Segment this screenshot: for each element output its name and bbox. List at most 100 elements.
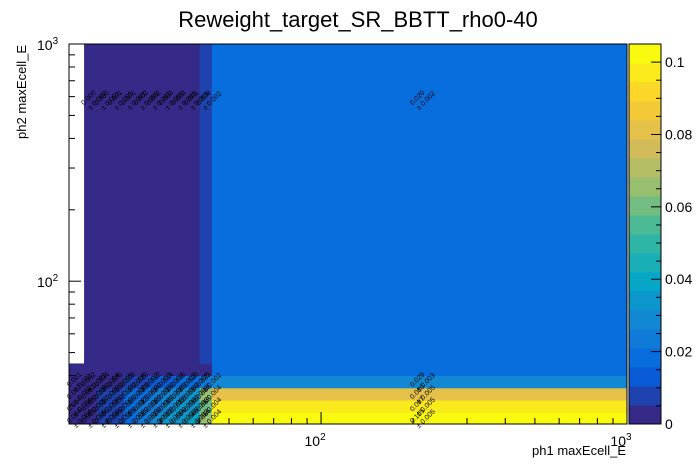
z-tick-label: 0.06 [665,199,692,215]
z-tick-label: 0.02 [665,344,692,360]
color-scale-step [629,234,661,254]
heatmap-cell [84,363,98,376]
heatmap-cell [84,44,98,364]
heatmap-cell [136,44,150,364]
z-tick-label: 0 [665,416,673,432]
heatmap-cell [149,375,163,389]
color-scale-step [629,101,661,121]
heatmap-cell [161,412,175,425]
z-tick-label: 0.04 [665,271,692,287]
heatmap-cell [97,44,111,364]
heatmap-cell [97,375,111,389]
heatmap-cell [174,400,188,413]
heatmap-cell [124,400,138,413]
heatmap-cell [199,387,213,401]
color-scale-bar [628,43,662,425]
chart-title: Reweight_target_SR_BBTT_rho0-40 [178,7,538,32]
color-scale-step [629,120,661,140]
heatmap-cell [187,387,201,401]
x-tick-exponent: 3 [626,432,632,443]
heatmap-cell [110,363,125,376]
color-scale-step [629,44,661,64]
heatmap-cells [69,44,628,425]
color-scale-step [629,348,661,368]
heatmap-cell [124,387,138,401]
heatmap-cell [199,412,213,425]
heatmap-cell [110,400,125,413]
heatmap-cell [124,363,138,376]
z-tick-label: 0.08 [665,126,692,142]
heatmap-cell [174,363,188,376]
color-scale-step [629,367,661,387]
color-scale-step [629,329,661,349]
heatmap-cell [136,363,150,376]
heatmap-cell [174,44,188,364]
heatmap-cell [69,400,85,413]
heatmap-cell [149,400,163,413]
heatmap-cell [161,44,175,364]
heatmap-cell [187,44,201,364]
heatmap-cell [187,375,201,389]
heatmap-cell [211,387,628,401]
heatmap-cell [136,387,150,401]
heatmap-cell [84,400,98,413]
color-scale-step [629,272,661,292]
heatmap-cell [84,375,98,389]
y-tick-exponent: 3 [53,36,59,47]
heatmap-cell [161,375,175,389]
heatmap-cell [199,400,213,413]
x-axis-label: ph1 maxEcell_E [532,443,626,458]
heatmap-cell [174,387,188,401]
z-tick-label: 0.1 [665,54,685,70]
heatmap-cell [69,363,85,376]
color-scale-frame [628,43,662,425]
color-scale-step [629,63,661,83]
color-scale-axis: 0 0.02 0.04 0.06 0.08 0.1 [651,43,692,432]
y-axis: 102 103 [37,36,81,406]
heatmap-cell [187,400,201,413]
heatmap-cell [124,44,138,364]
heatmap-cell [136,375,150,389]
heatmap-cell [110,412,125,425]
color-scale-step [629,310,661,330]
color-scale-step [629,177,661,197]
heatmap-cell [110,44,125,364]
heatmap-cell [211,363,628,376]
heatmap-cell [149,387,163,401]
heatmap-cell [199,44,213,364]
plot-frame [68,43,628,425]
x-tick-exponent: 2 [320,432,326,443]
heatmap-cell [161,363,175,376]
heatmap-cell [124,412,138,425]
heatmap-cell [187,363,201,376]
heatmap-cell [136,412,150,425]
color-scale-step [629,386,661,406]
heatmap-cell [199,363,213,376]
color-scale-step [629,196,661,216]
y-tick-exponent: 2 [53,273,59,284]
color-scale-step [629,405,661,425]
heatmap-cell [161,387,175,401]
heatmap-cell [174,412,188,425]
y-axis-label: ph2 maxEcell_E [14,45,29,139]
heatmap-cell [149,412,163,425]
heatmap-cell [69,375,85,389]
heatmap-cell [149,44,163,364]
heatmap-cell [211,412,628,425]
color-scale-step [629,253,661,273]
color-scale-step [629,82,661,102]
heatmap-cell [97,363,111,376]
color-scale-step [629,291,661,311]
heatmap-cell [124,375,138,389]
heatmap-cell [211,44,628,364]
heatmap-cell [84,412,98,425]
heatmap-cell [161,400,175,413]
y-tick-label: 103 [37,36,59,53]
heatmap-cell [110,387,125,401]
color-scale-step [629,215,661,235]
heatmap-cell [97,387,111,401]
heatmap-cell [136,400,150,413]
heatmap-cell [110,375,125,389]
